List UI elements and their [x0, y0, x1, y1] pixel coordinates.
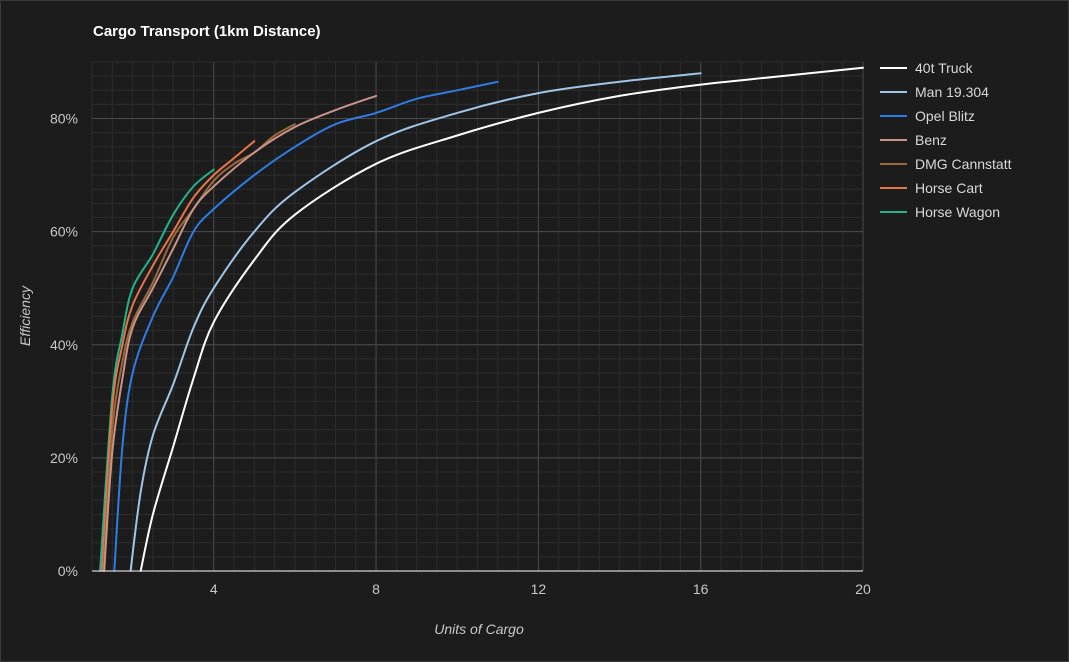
axes: 4 8 12 16 20 0% 20% 40% 60% 80% [50, 111, 871, 597]
x-tick-label: 8 [372, 581, 380, 597]
x-tick-label: 12 [531, 581, 547, 597]
series-line-40t-truck [139, 66, 864, 572]
legend-label: Benz [915, 132, 947, 148]
series-line-benz [103, 94, 378, 572]
x-tick-label: 4 [210, 581, 218, 597]
legend-item[interactable]: DMG Cannstatt [880, 156, 1012, 172]
legend-item[interactable]: Man 19.304 [880, 84, 989, 100]
y-tick-label: 20% [50, 450, 78, 466]
legend-label: Horse Wagon [915, 204, 1000, 220]
y-tick-label: 60% [50, 224, 78, 240]
series-line-man-19-304 [129, 72, 702, 572]
legend-label: 40t Truck [915, 60, 974, 76]
legend-item[interactable]: Horse Cart [880, 180, 983, 196]
y-tick-label: 0% [58, 563, 78, 579]
x-tick-label: 20 [855, 581, 871, 597]
x-axis-title: Units of Cargo [434, 621, 524, 637]
legend-label: Man 19.304 [915, 84, 989, 100]
grid [91, 61, 864, 572]
legend-label: Opel Blitz [915, 108, 975, 124]
legend-item[interactable]: 40t Truck [880, 60, 974, 76]
series-lines [99, 66, 864, 572]
legend-item[interactable]: Benz [880, 132, 947, 148]
legend-item[interactable]: Opel Blitz [880, 108, 975, 124]
x-tick-label: 16 [693, 581, 709, 597]
y-axis-title: Efficiency [17, 285, 33, 346]
y-tick-label: 80% [50, 111, 78, 127]
legend[interactable]: 40t Truck Man 19.304 Opel Blitz Benz DMG Can… [880, 60, 1012, 220]
series-line-horse-cart [101, 140, 256, 572]
legend-label: Horse Cart [915, 180, 983, 196]
series-line-opel-blitz [113, 80, 499, 572]
y-tick-label: 40% [50, 337, 78, 353]
legend-label: DMG Cannstatt [915, 156, 1012, 172]
chart-title: Cargo Transport (1km Distance) [93, 23, 321, 40]
legend-item[interactable]: Horse Wagon [880, 204, 1000, 220]
